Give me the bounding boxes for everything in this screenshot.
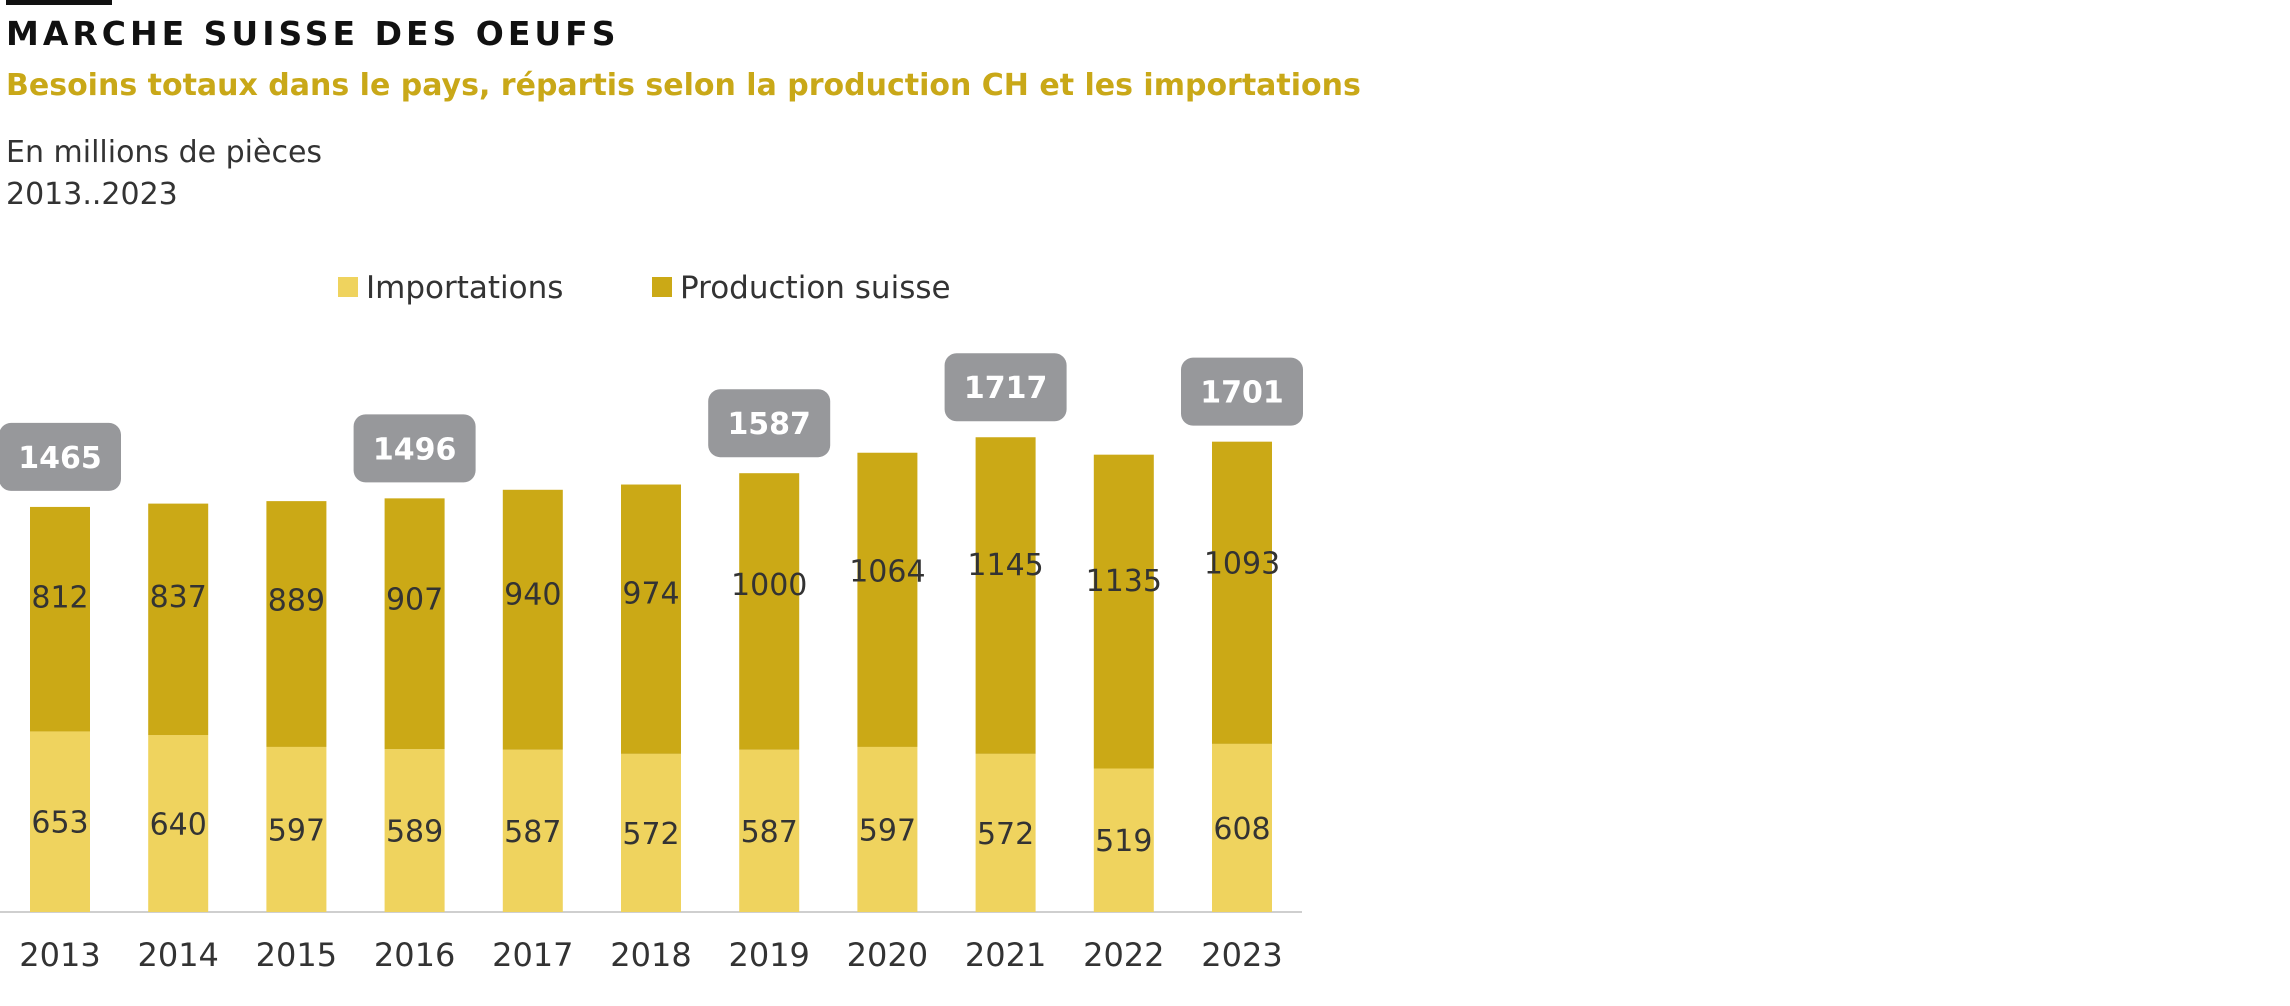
total-badge-2023: [1181, 357, 1303, 426]
x-tick-label-2017: 2017: [492, 936, 573, 974]
bar-production-2020: [857, 452, 918, 747]
legend-swatch-production: [652, 277, 672, 297]
x-tick-label-2022: 2022: [1083, 936, 1164, 974]
stacked-bar-chart: Importations Production suisse 653 812 2013 6…: [0, 270, 1303, 974]
data-label-importations-2018: 572: [622, 817, 679, 852]
total-label-2021: 1717: [964, 371, 1048, 406]
bar-importations-2015: [266, 746, 327, 912]
bar-production-2018: [621, 484, 681, 754]
x-tick-label-2013: 2013: [19, 936, 100, 974]
bar-importations-2016: [384, 749, 445, 912]
data-label-importations-2023: 608: [1213, 812, 1270, 847]
data-label-production-2016: 907: [386, 583, 443, 618]
legend-label-production: Production suisse: [680, 270, 951, 306]
bar-production-2019: [739, 473, 800, 750]
data-label-importations-2013: 653: [31, 806, 88, 841]
total-label-2016: 1496: [373, 432, 457, 467]
total-badge-2016: [353, 414, 476, 483]
bar-importations-2019: [739, 749, 800, 912]
bar-production-2013: [30, 506, 90, 732]
data-label-importations-2020: 597: [859, 813, 916, 848]
data-label-production-2022: 1135: [1086, 564, 1162, 599]
total-badge-2013: [0, 422, 121, 491]
data-label-production-2014: 837: [150, 580, 207, 615]
bar-production-2016: [384, 498, 445, 750]
x-tick-label-2019: 2019: [728, 936, 809, 974]
bar-production-2022: [1093, 454, 1154, 769]
x-tick-label-2015: 2015: [256, 936, 337, 974]
period-label: 2013..2023: [6, 177, 178, 212]
data-label-importations-2015: 597: [268, 813, 325, 848]
data-label-importations-2016: 589: [386, 815, 443, 850]
x-tick-label-2021: 2021: [965, 936, 1046, 974]
x-tick-label-2016: 2016: [374, 936, 455, 974]
data-label-production-2013: 812: [31, 581, 88, 616]
bar-importations-2023: [1212, 743, 1272, 912]
data-label-production-2021: 1145: [967, 548, 1043, 583]
bar-importations-2020: [857, 746, 918, 912]
data-label-production-2018: 974: [622, 576, 679, 611]
data-label-importations-2022: 519: [1095, 824, 1152, 859]
chart-subtitle: Besoins totaux dans le pays, répartis se…: [6, 68, 1361, 103]
bar-importations-2022: [1093, 768, 1154, 912]
bar-importations-2018: [621, 753, 681, 912]
bar-importations-2017: [502, 749, 563, 912]
total-badge-2019: [708, 389, 831, 458]
data-label-production-2017: 940: [504, 578, 561, 613]
bar-importations-2021: [975, 753, 1036, 912]
bar-importations-2013: [30, 731, 90, 912]
bar-production-2017: [502, 489, 563, 750]
unit-label: En millions de pièces: [6, 135, 323, 170]
x-tick-label-2023: 2023: [1201, 936, 1282, 974]
x-tick-label-2020: 2020: [847, 936, 928, 974]
top-accent-bar: [6, 0, 112, 5]
bar-importations-2014: [148, 735, 209, 912]
x-tick-label-2014: 2014: [137, 936, 218, 974]
bar-production-2015: [266, 501, 327, 747]
bar-production-2014: [148, 503, 209, 736]
data-label-production-2015: 889: [268, 583, 325, 618]
total-label-2019: 1587: [727, 407, 811, 442]
bar-production-2021: [975, 437, 1036, 754]
total-badge-2021: [944, 353, 1067, 422]
data-label-importations-2014: 640: [150, 808, 207, 843]
data-label-production-2020: 1064: [849, 554, 925, 589]
x-tick-label-2018: 2018: [610, 936, 691, 974]
data-label-production-2019: 1000: [731, 568, 807, 603]
data-label-importations-2017: 587: [504, 815, 561, 850]
bar-production-2023: [1212, 441, 1272, 744]
legend-label-importations: Importations: [366, 270, 563, 306]
data-label-production-2023: 1093: [1204, 547, 1280, 582]
chart-title: MARCHE SUISSE DES OEUFS: [6, 14, 620, 53]
data-label-importations-2021: 572: [977, 817, 1034, 852]
total-label-2013: 1465: [18, 441, 102, 476]
legend-swatch-importations: [338, 277, 358, 297]
data-label-importations-2019: 587: [741, 815, 798, 850]
total-label-2023: 1701: [1200, 376, 1284, 411]
